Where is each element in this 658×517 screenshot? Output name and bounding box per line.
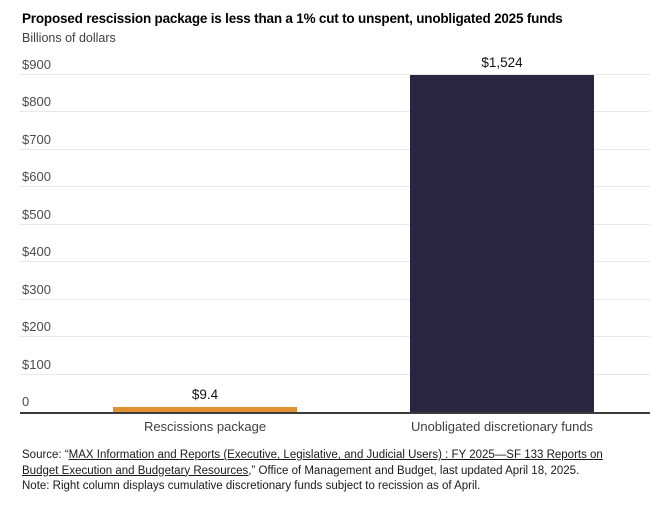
gridline-300 — [20, 298, 650, 300]
bar-value-label: $1,524 — [481, 55, 523, 70]
gridline-100 — [20, 373, 650, 375]
x-axis-line — [20, 412, 650, 414]
footer: Source: “MAX Information and Reports (Ex… — [22, 448, 642, 495]
y-tick-label: $700 — [22, 131, 51, 147]
note-line: Note: Right column displays cumulative d… — [22, 480, 481, 492]
y-tick-label: 0 — [22, 394, 30, 409]
gridline-400 — [20, 261, 650, 263]
y-tick-label: $300 — [22, 281, 51, 297]
source-link[interactable]: MAX Information and Reports (Executive, … — [22, 449, 603, 477]
bar-value-label: $9.4 — [191, 387, 219, 402]
bar-rescissions — [113, 407, 297, 412]
y-tick-label: $800 — [22, 94, 51, 110]
gridline-600 — [20, 186, 650, 188]
gridline-200 — [20, 336, 650, 338]
y-tick-label: $200 — [22, 319, 51, 335]
x-category-label: Unobligated discretionary funds — [410, 419, 594, 434]
bar-unobligated — [410, 75, 594, 412]
y-tick-label: $600 — [22, 169, 51, 185]
source-line: Source: “MAX Information and Reports (Ex… — [22, 448, 642, 479]
source-suffix: ” Office of Management and Budget, last … — [251, 464, 580, 477]
y-tick-label: $100 — [22, 356, 51, 372]
source-prefix: Source: “ — [22, 449, 69, 461]
chart-title: Proposed rescission package is less than… — [22, 11, 563, 26]
gridline-900 — [20, 74, 650, 75]
gridline-700 — [20, 148, 650, 150]
plot-area: 0 $100 $200 $300 $400 $500 $600 $700 $800 $900 $9.… — [20, 56, 650, 434]
chart-subtitle: Billions of dollars — [22, 31, 116, 45]
gridline-500 — [20, 223, 650, 225]
y-tick-label: $900 — [22, 57, 51, 72]
y-tick-label: $500 — [22, 206, 51, 222]
y-tick-label: $400 — [22, 244, 51, 260]
x-category-label: Rescissions package — [143, 419, 267, 434]
gridline-800 — [20, 111, 650, 113]
